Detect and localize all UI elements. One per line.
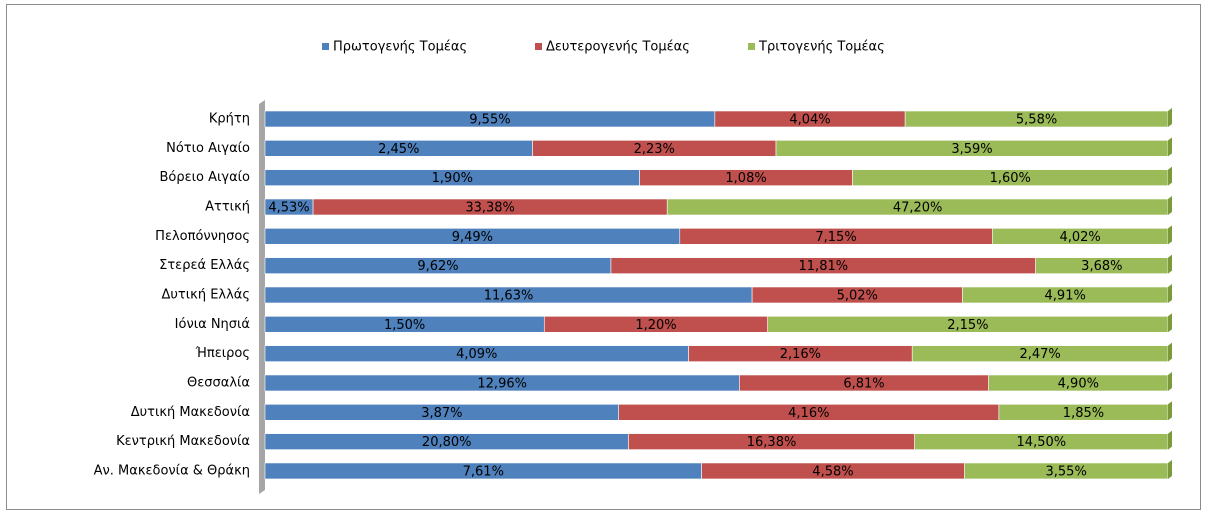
legend-swatch <box>748 43 755 50</box>
y-tick-label: Ιόνια Νησιά <box>175 317 250 332</box>
axis-wall <box>259 100 265 494</box>
data-label: 20,80% <box>422 435 472 450</box>
data-label: 9,49% <box>452 230 493 245</box>
data-label: 4,02% <box>1059 230 1100 245</box>
data-label: 3,59% <box>951 142 992 157</box>
data-label: 1,90% <box>432 171 473 186</box>
y-tick-label: Δυτική Μακεδονία <box>131 405 250 420</box>
legend-swatch <box>535 43 542 50</box>
bar-edge <box>1168 430 1172 450</box>
data-label: 4,91% <box>1045 288 1086 303</box>
data-label: 6,81% <box>843 376 884 391</box>
data-label: 1,50% <box>384 318 425 333</box>
y-tick-label: Πελοπόννησος <box>155 229 250 244</box>
data-label: 12,96% <box>477 376 527 391</box>
data-label: 14,50% <box>1017 435 1067 450</box>
data-label: 2,45% <box>378 142 419 157</box>
bar-edge <box>1168 108 1172 127</box>
data-label: 33,38% <box>465 200 515 215</box>
data-label: 2,16% <box>780 347 821 362</box>
data-label: 7,61% <box>463 464 504 479</box>
data-label: 3,87% <box>421 406 462 421</box>
data-label: 4,90% <box>1058 376 1099 391</box>
data-label: 2,15% <box>947 318 988 333</box>
legend-label: Πρωτογενής Τομέας <box>333 40 467 55</box>
y-tick-label: Αν. Μακεδονία & Θράκη <box>94 463 250 478</box>
data-label: 2,23% <box>634 142 675 157</box>
y-tick-label: Κεντρική Μακεδονία <box>116 434 250 449</box>
bar-edge <box>1168 313 1172 333</box>
y-tick-label: Θεσσαλία <box>187 375 250 390</box>
data-label: 5,02% <box>837 288 878 303</box>
data-label: 4,04% <box>789 113 830 128</box>
bar-edge <box>1168 137 1172 157</box>
y-tick-label: Αττική <box>205 199 250 214</box>
y-tick-label: Ήπειρος <box>195 346 250 361</box>
data-label: 7,15% <box>815 230 856 245</box>
legend-label: Δευτερογενής Τομέας <box>546 40 690 55</box>
data-label: 9,62% <box>417 259 458 274</box>
data-label: 47,20% <box>893 200 943 215</box>
bar-edge <box>1168 195 1172 215</box>
y-tick-label: Βόρειο Αιγαίο <box>159 170 250 185</box>
bar-edge <box>1168 283 1172 303</box>
data-label: 4,16% <box>788 406 829 421</box>
data-label: 11,81% <box>799 259 849 274</box>
bar-edge <box>1168 459 1172 479</box>
data-label: 1,20% <box>635 318 676 333</box>
y-tick-label: Δυτική Ελλάς <box>162 287 250 302</box>
data-label: 2,47% <box>1019 347 1060 362</box>
legend-label: Τριτογενής Τομέας <box>758 40 885 55</box>
data-label: 4,58% <box>812 464 853 479</box>
bar-edge <box>1168 342 1172 362</box>
data-label: 16,38% <box>747 435 797 450</box>
data-label: 5,58% <box>1016 113 1057 128</box>
data-label: 1,08% <box>725 171 766 186</box>
data-label: 3,68% <box>1081 259 1122 274</box>
bar-edge <box>1168 254 1172 274</box>
y-tick-label: Στερεά Ελλάς <box>159 258 250 273</box>
legend-swatch <box>322 43 329 50</box>
bar-edge <box>1168 225 1172 245</box>
data-label: 4,09% <box>456 347 497 362</box>
data-label: 3,55% <box>1046 464 1087 479</box>
bar-edge <box>1168 166 1172 186</box>
data-label: 4,53% <box>268 200 309 215</box>
data-label: 1,60% <box>990 171 1031 186</box>
bar-edge <box>1168 401 1172 421</box>
data-label: 1,85% <box>1063 406 1104 421</box>
y-tick-label: Νότιο Αιγαίο <box>166 141 250 156</box>
y-tick-label: Κρήτη <box>209 112 250 127</box>
data-label: 9,55% <box>469 113 510 128</box>
bar-edge <box>1168 371 1172 391</box>
data-label: 11,63% <box>484 288 534 303</box>
chart-border <box>6 4 1201 510</box>
